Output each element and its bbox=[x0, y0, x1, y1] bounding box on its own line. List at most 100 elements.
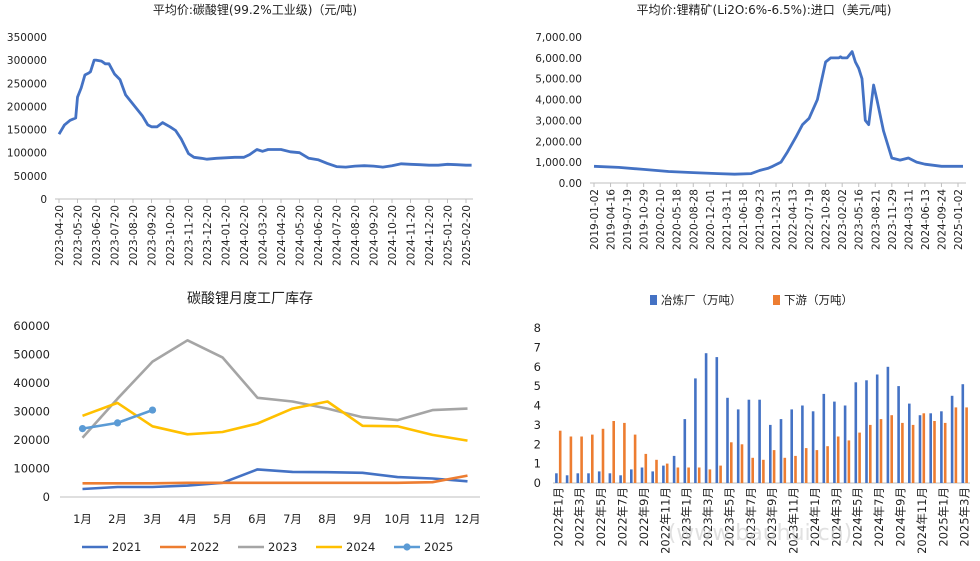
chart4-bar-smelter bbox=[758, 399, 761, 483]
chart2-x-tick-label: 2021-09-23 bbox=[754, 189, 766, 250]
chart4-bar-smelter bbox=[608, 473, 612, 483]
chart4-bar-downstream bbox=[836, 436, 840, 483]
chart4-bar-smelter bbox=[769, 424, 772, 483]
chart2-x-tick-label: 2023-08-21 bbox=[870, 189, 882, 250]
chart4-y-tick-label: 7 bbox=[534, 340, 541, 354]
chart3-x-axis: 1月 2月 3月 4月 5月 6月 7月 8月 9月 10月 11月 12月 bbox=[73, 512, 480, 526]
chart4-bar-downstream bbox=[943, 422, 947, 483]
chart4-bar-downstream bbox=[890, 415, 893, 483]
chart2-x-tick-label: 2023-05-16 bbox=[854, 189, 866, 250]
chart4-bar-smelter bbox=[854, 382, 858, 484]
chart4-x-tick-label: 2022年7月 bbox=[616, 487, 630, 547]
chart1-y-tick-label: 200000 bbox=[7, 101, 47, 113]
chart4-bar-downstream bbox=[601, 428, 605, 484]
chart3-y-tick-label: 10000 bbox=[13, 462, 50, 476]
chart4-x-tick-label: 2023年3月 bbox=[701, 487, 715, 547]
chart3-legend-label-2025: 2025 bbox=[424, 540, 453, 554]
chart4-x-tick-label: 2024年1月 bbox=[808, 487, 822, 547]
chart4-bar-downstream bbox=[879, 419, 883, 483]
chart2-x-tick-label: 2022-04-13 bbox=[788, 189, 800, 250]
chart1-y-tick-label: 300000 bbox=[7, 55, 47, 67]
chart4-bar-smelter bbox=[726, 397, 729, 484]
chart4-bar-downstream bbox=[730, 442, 733, 483]
chart4-legend-swatch-smelter bbox=[650, 295, 657, 305]
chart4-legend-label-smelter: 冶炼厂（万吨） bbox=[661, 293, 742, 307]
chart4-bar-downstream bbox=[858, 432, 861, 483]
chart4-bar-downstream bbox=[783, 457, 787, 483]
chart4-y-tick-label: 2 bbox=[534, 437, 541, 451]
chart4-bar-smelter bbox=[704, 353, 708, 483]
chart4-bar-smelter bbox=[961, 384, 965, 483]
chart1-x-tick-label: 2023-11-20 bbox=[184, 205, 196, 266]
chart1-x-tick-label: 2024-04-20 bbox=[276, 205, 288, 266]
chart4-bar-smelter bbox=[565, 475, 569, 484]
chart4-bar-downstream bbox=[933, 421, 936, 483]
chart1-x-tick-label: 2024-05-20 bbox=[295, 205, 307, 266]
chart-lithium-carbonate-price: 平均价:碳酸锂(99.2%工业级)（元/吨) 0 50000 100000 15000… bbox=[7, 2, 473, 266]
chart4-bar-smelter bbox=[683, 419, 687, 483]
chart2-y-tick-label: 1,000.00 bbox=[535, 157, 582, 169]
chart4-bar-smelter bbox=[747, 399, 751, 483]
chart4-bar-smelter bbox=[597, 471, 601, 483]
chart2-x-tick-label: 2019-10-29 bbox=[639, 189, 651, 250]
chart4-bar-downstream bbox=[740, 444, 744, 484]
chart4-bar-smelter bbox=[801, 405, 804, 483]
chart4-bar-downstream bbox=[815, 450, 819, 483]
chart1-x-tick-label: 2023-10-20 bbox=[165, 205, 177, 266]
chart3-point-2025 bbox=[78, 425, 87, 433]
chart2-x-tick-label: 2024-06-13 bbox=[920, 189, 932, 250]
chart4-y-axis: 0 1 2 3 4 5 6 7 8 bbox=[534, 321, 541, 490]
chart4-bar-smelter bbox=[790, 409, 793, 483]
chart4-bar-downstream bbox=[869, 424, 872, 483]
chart4-bar-smelter bbox=[886, 366, 890, 484]
chart2-x-tick-label: 2022-07-19 bbox=[804, 189, 816, 250]
chart4-x-tick-label: 2023年7月 bbox=[744, 487, 758, 547]
chart3-x-tick-label: 6月 bbox=[248, 512, 267, 526]
chart4-x-tick-label: 2022年3月 bbox=[573, 487, 587, 547]
chart4-y-tick-label: 6 bbox=[534, 360, 541, 374]
chart1-x-tick-label: 2024-06-20 bbox=[313, 205, 325, 266]
chart4-bar-smelter bbox=[715, 357, 719, 483]
chart3-y-tick-label: 20000 bbox=[13, 433, 50, 447]
chart4-bar-smelter bbox=[950, 395, 954, 483]
chart4-plot bbox=[555, 353, 968, 484]
chart4-x-tick-label: 2023年9月 bbox=[765, 487, 779, 547]
chart1-x-tick-label: 2024-03-20 bbox=[258, 205, 270, 266]
chart4-legend-swatch-downstream bbox=[773, 295, 780, 305]
chart3-x-tick-label: 4月 bbox=[178, 512, 197, 526]
chart2-y-tick-label: 3,000.00 bbox=[535, 115, 582, 127]
chart4-x-tick-label: 2024年7月 bbox=[872, 487, 886, 547]
chart4-bar-downstream bbox=[719, 465, 722, 483]
chart4-bar-smelter bbox=[833, 401, 836, 483]
chart2-y-tick-label: 7,000.00 bbox=[535, 32, 582, 44]
chart3-y-tick-label: 60000 bbox=[13, 319, 50, 333]
chart4-bar-smelter bbox=[843, 405, 847, 483]
chart3-legend-label-2023: 2023 bbox=[268, 540, 297, 554]
chart3-plot bbox=[78, 338, 468, 491]
chart1-x-tick-label: 2023-04-20 bbox=[54, 205, 66, 266]
chart4-x-tick-label: 2024年3月 bbox=[829, 487, 843, 547]
chart3-x-tick-label: 8月 bbox=[318, 512, 337, 526]
chart2-x-tick-label: 2020-02-10 bbox=[655, 189, 667, 250]
chart-factory-inventory: 碳酸锂月度工厂库存 0 10000 20000 30000 40000 50000 6000… bbox=[13, 291, 480, 554]
chart4-x-tick-label: 2023年11月 bbox=[787, 487, 801, 554]
chart3-point-2025 bbox=[148, 406, 157, 414]
chart1-y-tick-label: 100000 bbox=[7, 148, 47, 160]
chart4-bar-downstream bbox=[633, 434, 637, 483]
chart4-x-tick-label: 2022年9月 bbox=[637, 487, 651, 547]
chart4-bar-downstream bbox=[558, 430, 562, 483]
chart4-x-tick-label: 2025年1月 bbox=[936, 487, 950, 547]
chart4-bar-smelter bbox=[619, 475, 622, 484]
chart4-bar-smelter bbox=[651, 471, 654, 483]
chart1-y-tick-label: 350000 bbox=[7, 32, 47, 44]
chart4-bar-smelter bbox=[918, 415, 922, 483]
chart3-x-tick-label: 3月 bbox=[143, 512, 162, 526]
chart4-y-tick-label: 3 bbox=[534, 418, 541, 432]
chart4-bar-downstream bbox=[772, 450, 776, 483]
chart4-y-tick-label: 1 bbox=[534, 457, 541, 471]
chart3-y-tick-label: 30000 bbox=[13, 405, 50, 419]
chart4-bar-smelter bbox=[940, 411, 943, 483]
chart-spodumene-price: 平均价:锂精矿(Li2O:6%-6.5%):进口（美元/吨) 0.00 1,000… bbox=[535, 2, 966, 250]
chart4-legend-label-downstream: 下游（万吨） bbox=[784, 293, 853, 307]
chart2-x-tick-label: 2021-03-11 bbox=[721, 189, 733, 250]
